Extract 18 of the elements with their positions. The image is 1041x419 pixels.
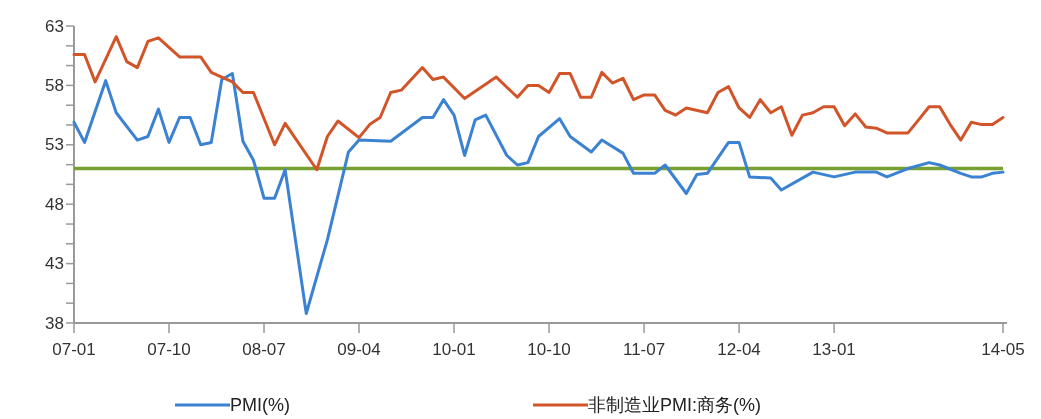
x-tick-label: 10-01 bbox=[432, 340, 476, 359]
y-tick-label: 48 bbox=[45, 194, 64, 214]
y-tick-label: 43 bbox=[45, 254, 64, 274]
x-tick-label: 09-04 bbox=[337, 340, 381, 359]
x-tick-label: 14-05 bbox=[981, 340, 1025, 359]
x-tick-label: 13-01 bbox=[812, 340, 856, 359]
legend-label: PMI(%) bbox=[230, 395, 290, 415]
x-tick-label: 07-01 bbox=[52, 340, 96, 359]
y-tick-label: 58 bbox=[45, 75, 64, 95]
x-tick-label: 12-04 bbox=[717, 340, 761, 359]
y-tick-label: 53 bbox=[45, 135, 64, 155]
y-tick-label: 63 bbox=[45, 16, 64, 36]
legend-label: 非制造业PMI:商务(%) bbox=[588, 395, 761, 415]
x-tick-label: 07-10 bbox=[147, 340, 191, 359]
x-tick-label: 10-10 bbox=[527, 340, 571, 359]
y-tick-label: 38 bbox=[45, 313, 64, 333]
x-tick-label: 11-07 bbox=[622, 340, 666, 359]
x-tick-label: 08-07 bbox=[242, 340, 286, 359]
